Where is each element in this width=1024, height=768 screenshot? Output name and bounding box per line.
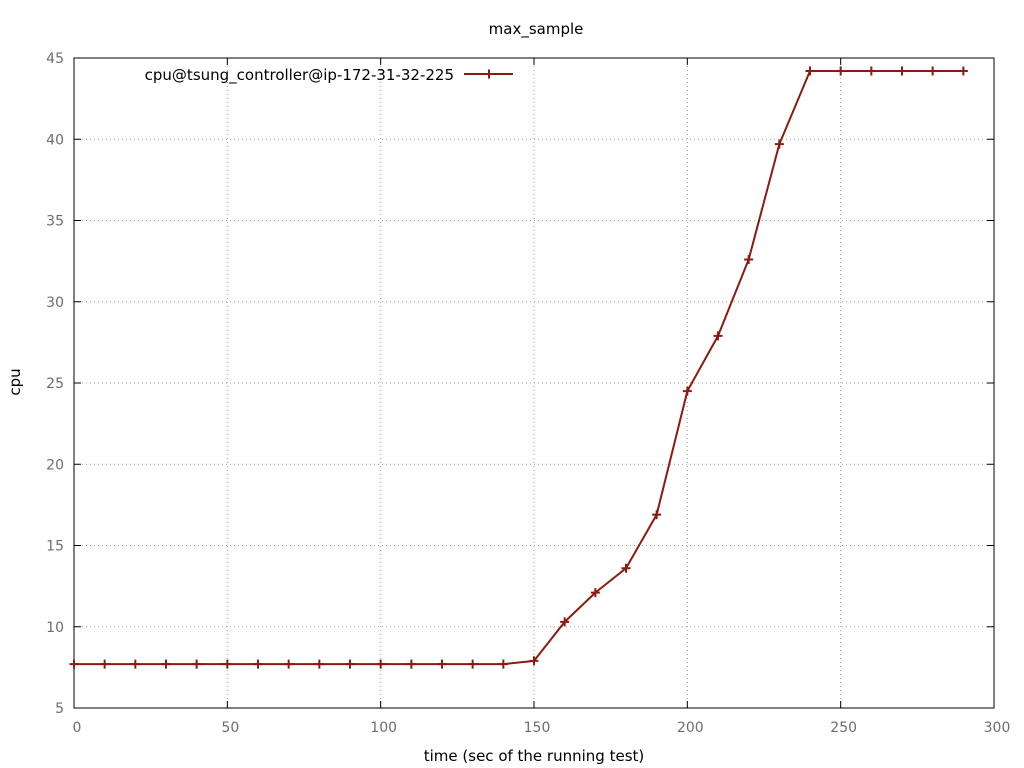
data-point [652,510,662,520]
x-axis-ticks: 0 50 100 150 200 250 300 [73,58,1011,736]
y-axis-ticks: 5 10 15 20 25 30 35 40 45 [46,51,994,717]
data-point [437,659,447,669]
data-point [713,331,723,341]
x-tick-label: 300 [984,720,1011,736]
data-point [130,659,140,669]
data-point [682,386,692,396]
data-point [621,563,631,573]
chart-title: max_sample [489,20,584,39]
series-line [74,70,964,666]
x-tick-label: 0 [73,720,82,736]
y-tick-label: 10 [46,620,64,636]
data-point [284,659,294,669]
data-point [468,659,478,669]
legend-marker [484,69,494,79]
data-point [590,588,600,598]
x-tick-label: 50 [221,720,239,736]
data-point [222,659,232,669]
data-point [100,659,110,669]
data-point [253,659,263,669]
data-point [897,66,907,76]
data-point [69,659,79,669]
series-layer [69,66,968,669]
x-tick-label: 150 [524,720,551,736]
data-point [866,66,876,76]
data-point [560,617,570,627]
data-point [161,659,171,669]
y-tick-label: 40 [46,132,64,148]
data-point [928,66,938,76]
x-tick-label: 250 [830,720,857,736]
y-tick-label: 20 [46,457,64,473]
data-point [744,255,754,264]
data-point [314,659,324,669]
legend-label: cpu@tsung_controller@ip-172-31-32-225 [145,66,454,85]
legend: cpu@tsung_controller@ip-172-31-32-225 [145,66,513,85]
data-point [836,66,846,76]
data-point [958,66,968,76]
data-point [192,659,202,669]
data-point [529,656,539,666]
y-tick-label: 30 [46,295,64,311]
x-tick-label: 100 [370,720,397,736]
data-point [498,659,508,669]
x-axis-label: time (sec of the running test) [424,747,645,765]
y-tick-label: 45 [46,51,64,67]
x-tick-label: 200 [677,720,704,736]
y-tick-label: 15 [46,539,64,555]
data-point [805,66,815,76]
data-point [376,659,386,669]
data-point [774,139,784,149]
y-tick-label: 25 [46,376,64,392]
data-point [406,659,416,669]
y-tick-label: 35 [46,214,64,230]
grid-lines [74,58,994,708]
y-axis-label: cpu [6,368,24,395]
y-tick-label: 5 [55,701,64,717]
data-point [345,659,355,669]
